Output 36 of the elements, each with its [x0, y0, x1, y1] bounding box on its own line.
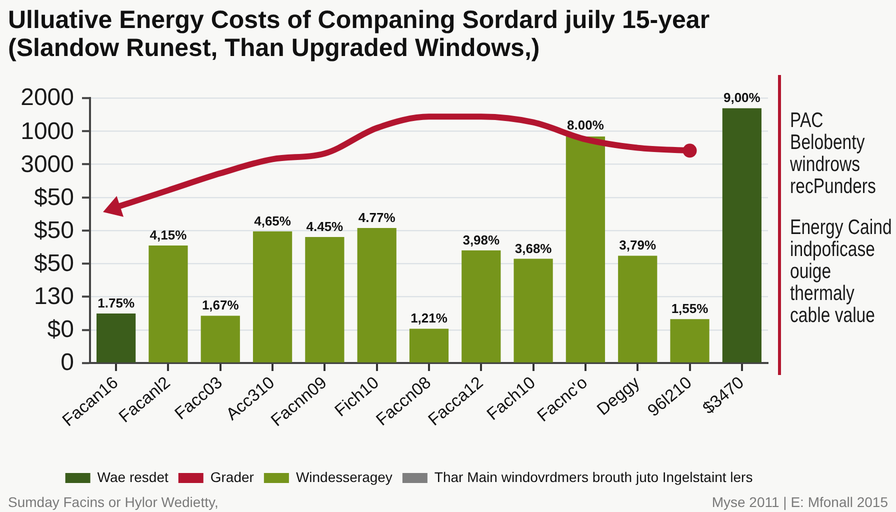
bar — [462, 250, 501, 362]
bar — [96, 313, 136, 362]
data-label: 1,67% — [202, 298, 240, 313]
bar — [252, 231, 292, 362]
data-label: 4,15% — [150, 228, 188, 243]
data-label: 1.75% — [98, 295, 135, 310]
text: Sumday Facins or Hylor Wedietty, — [8, 494, 218, 510]
data-label: 4,65% — [254, 213, 292, 228]
data-label: 4.77% — [358, 210, 396, 225]
text: 2000 1000 3000 $50 $50 $50 130 $0 0 — [20, 84, 74, 376]
data-label: 1,55% — [671, 301, 709, 316]
bar — [618, 256, 658, 362]
bar — [670, 319, 710, 362]
data-label: 8.00% — [567, 117, 604, 132]
data-label: 9,00% — [723, 90, 761, 106]
text: Myse 2011 | E: Mfonall 2015 — [712, 494, 888, 510]
bar — [148, 246, 188, 362]
data-label: 1,21% — [410, 310, 448, 326]
data-label: 3,79% — [619, 238, 656, 253]
bar — [566, 136, 606, 362]
data-label: 4.45% — [306, 219, 344, 234]
bar — [409, 328, 449, 362]
legend-label: Thar Main windovrdmers brouth juto Ingelstaint lers — [434, 468, 753, 485]
legend-label: Windesseragey — [296, 468, 392, 485]
text: PAC Belobenty windrows recPunders — [790, 109, 876, 198]
bar — [722, 108, 762, 362]
data-label: 3,68% — [514, 240, 552, 256]
bar — [305, 237, 344, 362]
data-label: 3,98% — [462, 232, 500, 248]
legend-label: Wae resdet — [97, 468, 168, 485]
text: Energy Caind indpoficase ouige thermaly cable value — [790, 216, 892, 327]
chart-title: Ulluative Energy Costs of Companing Sordard juily 15-year (Slandow Runest, Than Upgraded Windows,) — [8, 6, 710, 62]
bar — [200, 316, 240, 362]
bar — [357, 228, 396, 362]
legend-label: Grader — [210, 468, 254, 485]
bar — [514, 258, 553, 362]
